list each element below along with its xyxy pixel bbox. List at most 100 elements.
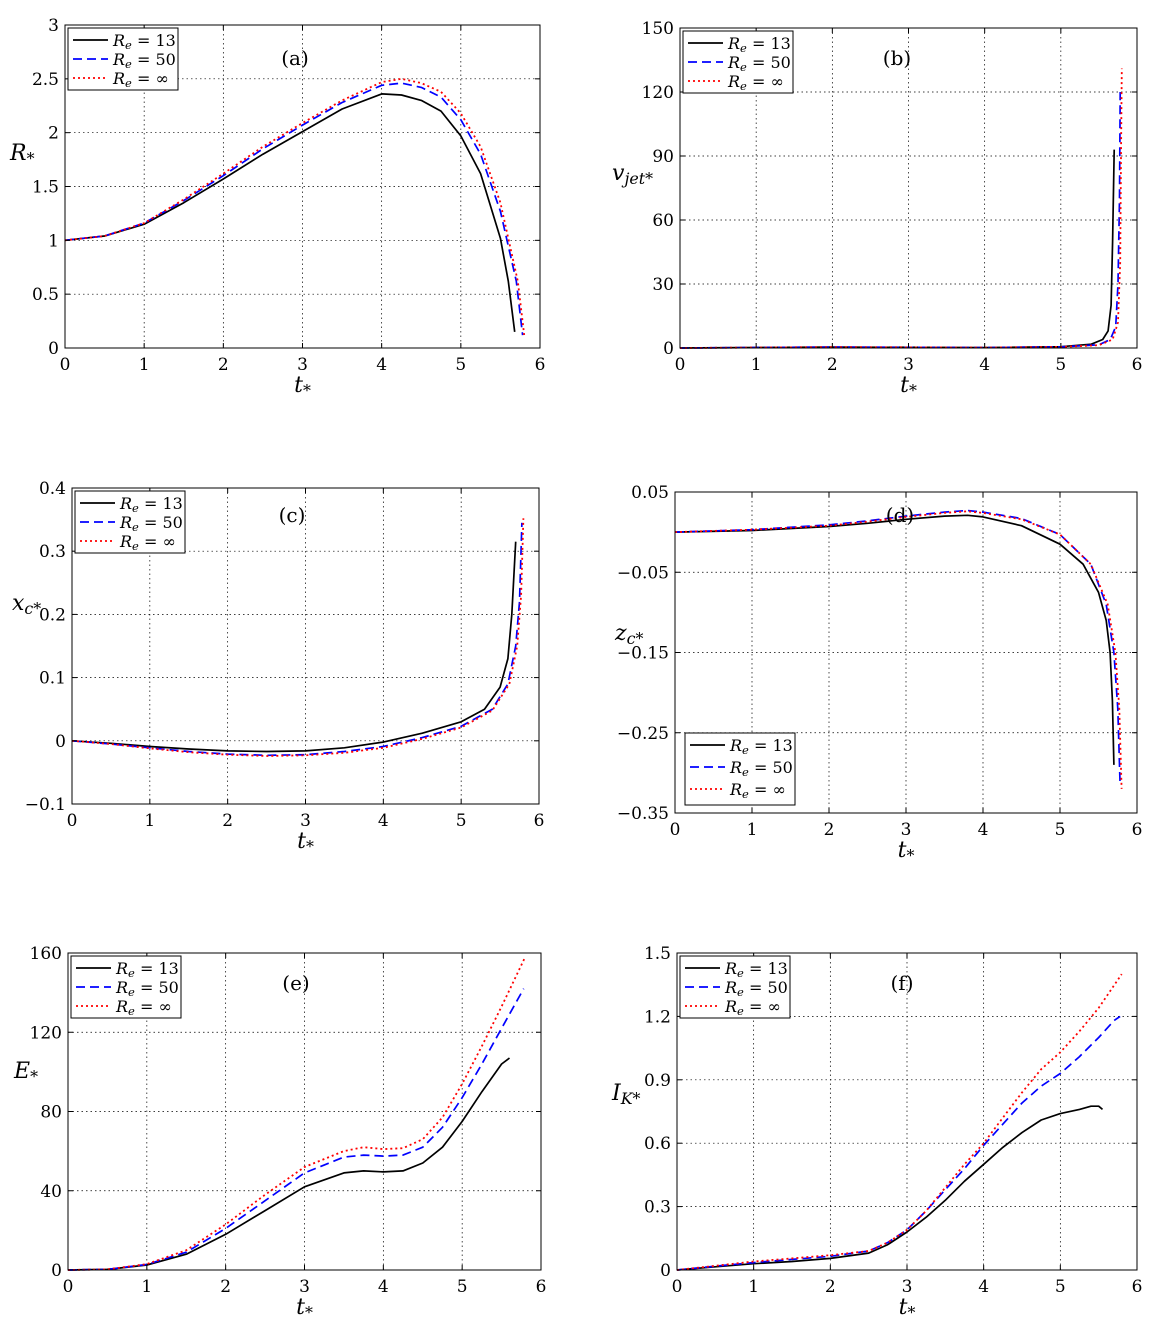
chart-panel-d: 0 1 2 3 4 5 6 −0.35 −0.25 −0.15 −0.05 0.05 t* zc* (d) R… bbox=[614, 483, 1142, 865]
series-line-re13 bbox=[64, 93, 516, 333]
y-tick-label: 0.3 bbox=[644, 1198, 671, 1218]
legend-label: Re = 50 bbox=[727, 53, 791, 74]
y-tick-label: 1.2 bbox=[644, 1007, 671, 1027]
legend-label: Re = 13 bbox=[119, 494, 183, 515]
x-tick-label: 5 bbox=[456, 811, 467, 831]
y-tick-label: 0.6 bbox=[644, 1134, 671, 1154]
y-tick-label: 0 bbox=[55, 732, 66, 752]
y-tick-label: 1.5 bbox=[32, 178, 59, 198]
y-tick-label: 120 bbox=[30, 1023, 62, 1043]
x-axis-label: t* bbox=[297, 829, 314, 856]
x-tick-label: 4 bbox=[979, 355, 990, 375]
legend-label: Re = ∞ bbox=[729, 780, 786, 801]
y-tick-label: 0.4 bbox=[39, 479, 66, 499]
y-tick-label: 90 bbox=[652, 147, 674, 167]
x-tick-label: 5 bbox=[1055, 1277, 1066, 1297]
series-line-re-inf bbox=[67, 956, 527, 1271]
series-line-re50 bbox=[67, 988, 525, 1271]
grid bbox=[68, 953, 541, 1270]
series-line-re-inf bbox=[676, 973, 1123, 1271]
series-line-re50 bbox=[674, 509, 1121, 785]
y-axis-label: zc* bbox=[614, 621, 643, 648]
x-tick-label: 1 bbox=[144, 811, 155, 831]
y-tick-label: 3 bbox=[48, 16, 59, 36]
y-tick-label: 150 bbox=[642, 19, 674, 39]
legend-label: Re = ∞ bbox=[724, 997, 781, 1018]
x-tick-label: 0 bbox=[672, 1277, 683, 1297]
y-tick-label: 0 bbox=[660, 1261, 671, 1281]
x-axis-label: t* bbox=[296, 1295, 313, 1322]
x-tick-label: 4 bbox=[978, 1277, 989, 1297]
y-axis-label: xc* bbox=[12, 591, 41, 618]
y-tick-label: 0 bbox=[663, 339, 674, 359]
y-tick-label: 30 bbox=[652, 275, 674, 295]
x-tick-label: 6 bbox=[1132, 1277, 1143, 1297]
panel-label: (a) bbox=[281, 46, 309, 70]
grid bbox=[677, 953, 1137, 1270]
x-tick-label: 4 bbox=[378, 811, 389, 831]
series-line-re13 bbox=[676, 1105, 1104, 1271]
panel-label: (f) bbox=[890, 971, 913, 995]
x-tick-label: 5 bbox=[1055, 820, 1066, 840]
x-tick-label: 4 bbox=[376, 355, 387, 375]
x-tick-label: 5 bbox=[455, 355, 466, 375]
legend-label: Re = 13 bbox=[729, 736, 793, 757]
legend-box bbox=[679, 955, 791, 1019]
legend-label: Re = 13 bbox=[724, 959, 788, 980]
y-tick-label: 160 bbox=[30, 944, 62, 964]
x-axis-label: t* bbox=[900, 373, 917, 400]
legend-label: Re = ∞ bbox=[727, 72, 784, 93]
x-tick-label: 3 bbox=[901, 820, 912, 840]
x-tick-label: 1 bbox=[751, 355, 762, 375]
x-tick-label: 2 bbox=[218, 355, 229, 375]
x-tick-label: 2 bbox=[824, 820, 835, 840]
x-tick-label: 6 bbox=[1132, 820, 1143, 840]
x-tick-label: 5 bbox=[457, 1277, 468, 1297]
y-tick-label: −0.35 bbox=[617, 804, 669, 824]
y-tick-label: −0.25 bbox=[617, 724, 669, 744]
x-tick-label: 0 bbox=[675, 355, 686, 375]
y-tick-label: 2 bbox=[48, 124, 59, 144]
x-tick-label: 3 bbox=[299, 1277, 310, 1297]
legend-label: Re = 50 bbox=[729, 758, 793, 779]
legend-label: Re = 13 bbox=[115, 959, 179, 980]
x-tick-label: 1 bbox=[747, 820, 758, 840]
series-line-re-inf bbox=[679, 68, 1123, 349]
y-axis-label: IK* bbox=[611, 1081, 641, 1108]
x-tick-label: 2 bbox=[220, 1277, 231, 1297]
x-tick-label: 1 bbox=[141, 1277, 152, 1297]
legend-label: Re = 50 bbox=[119, 513, 183, 534]
y-tick-label: 60 bbox=[652, 211, 674, 231]
x-tick-label: 6 bbox=[1132, 355, 1143, 375]
series-line-re13 bbox=[674, 514, 1115, 765]
legend-box bbox=[682, 30, 794, 94]
y-tick-label: 40 bbox=[40, 1182, 62, 1202]
x-axis-label: t* bbox=[899, 1295, 916, 1322]
series-line-re13 bbox=[71, 541, 517, 753]
panel-label: (c) bbox=[279, 503, 306, 527]
panel-label: (b) bbox=[883, 46, 911, 70]
x-tick-label: 4 bbox=[978, 820, 989, 840]
x-tick-label: 3 bbox=[300, 811, 311, 831]
chart-panel-c: 0 1 2 3 4 5 6−0.100.10.20.30.4t*xc*(c)Re = 13R… bbox=[12, 479, 544, 856]
x-tick-label: 0 bbox=[67, 811, 78, 831]
y-tick-label: 1.5 bbox=[644, 944, 671, 964]
x-axis-label: t* bbox=[294, 373, 311, 400]
x-tick-label: 6 bbox=[535, 355, 546, 375]
y-tick-label: 0.1 bbox=[39, 669, 66, 689]
y-tick-label: 0.2 bbox=[39, 605, 66, 625]
series-line-re50 bbox=[676, 1015, 1121, 1271]
x-tick-label: 2 bbox=[825, 1277, 836, 1297]
legend-label: Re = ∞ bbox=[115, 997, 172, 1018]
y-tick-label: 0.5 bbox=[32, 285, 59, 305]
legend-box bbox=[74, 490, 186, 554]
legend-label: Re = 50 bbox=[724, 978, 788, 999]
legend-label: Re = ∞ bbox=[112, 69, 169, 90]
y-tick-label: 0.05 bbox=[631, 483, 669, 503]
